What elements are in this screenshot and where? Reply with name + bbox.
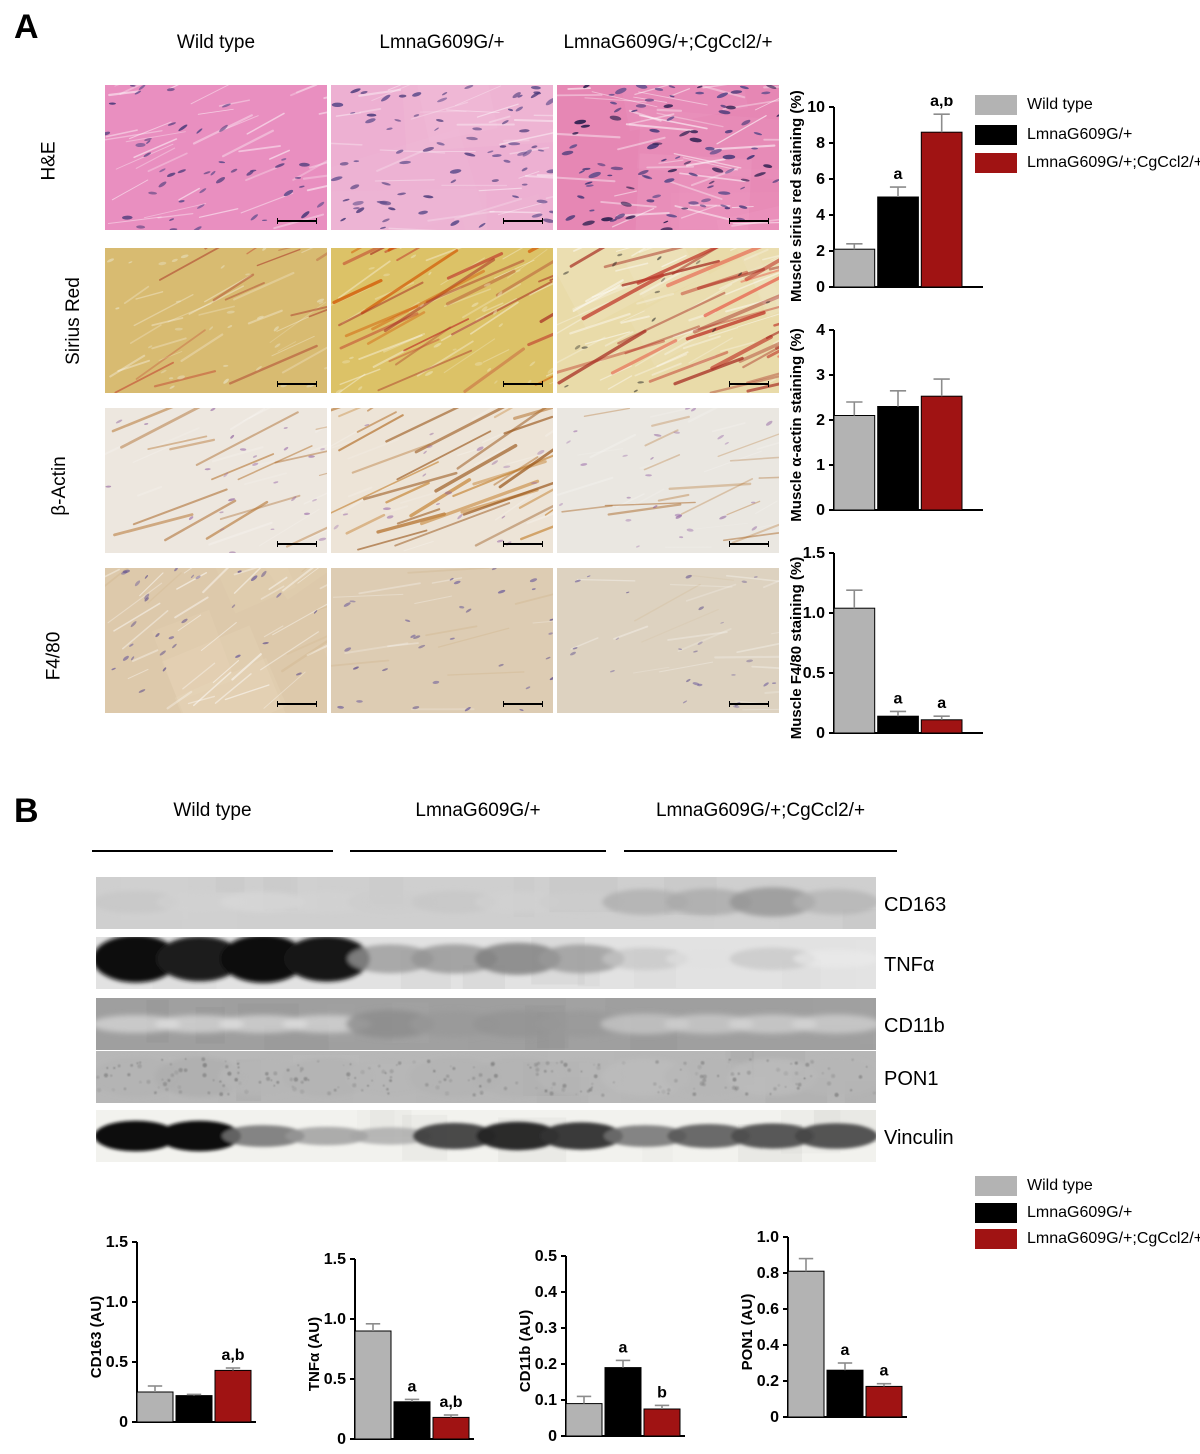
svg-text:0.5: 0.5 — [106, 1354, 128, 1371]
svg-text:a: a — [894, 690, 903, 707]
svg-text:1.0: 1.0 — [106, 1294, 128, 1311]
svg-text:1.5: 1.5 — [324, 1251, 346, 1268]
svg-text:a: a — [619, 1339, 628, 1356]
svg-text:6: 6 — [816, 171, 825, 188]
svg-text:1: 1 — [816, 457, 825, 474]
svg-text:a: a — [408, 1378, 417, 1395]
svg-text:a,b: a,b — [439, 1394, 462, 1411]
svg-text:0: 0 — [337, 1431, 346, 1448]
svg-text:0.8: 0.8 — [757, 1265, 779, 1282]
svg-text:1.0: 1.0 — [757, 1229, 779, 1246]
svg-text:0: 0 — [816, 279, 825, 296]
svg-text:0.2: 0.2 — [535, 1356, 557, 1373]
svg-text:1.5: 1.5 — [106, 1234, 128, 1251]
svg-text:a,b: a,b — [221, 1347, 244, 1364]
svg-text:3: 3 — [816, 367, 825, 384]
svg-text:0.5: 0.5 — [324, 1371, 346, 1388]
svg-text:4: 4 — [816, 322, 825, 339]
svg-text:8: 8 — [816, 135, 825, 152]
svg-text:0: 0 — [548, 1428, 557, 1445]
svg-text:a: a — [841, 1342, 850, 1359]
svg-text:2: 2 — [816, 412, 825, 429]
svg-text:0: 0 — [816, 725, 825, 742]
svg-text:4: 4 — [816, 207, 825, 224]
svg-text:0.5: 0.5 — [535, 1248, 557, 1265]
svg-text:0.3: 0.3 — [535, 1320, 557, 1337]
svg-text:0: 0 — [119, 1414, 128, 1431]
svg-text:0.6: 0.6 — [757, 1301, 779, 1318]
svg-text:0.2: 0.2 — [757, 1373, 779, 1390]
svg-text:2: 2 — [816, 243, 825, 260]
svg-text:a: a — [894, 166, 903, 183]
svg-text:0: 0 — [816, 502, 825, 519]
svg-text:a,b: a,b — [930, 97, 953, 110]
svg-text:1.0: 1.0 — [324, 1311, 346, 1328]
svg-text:10: 10 — [807, 99, 825, 116]
svg-text:0: 0 — [770, 1409, 779, 1426]
svg-text:a: a — [937, 695, 946, 712]
svg-text:a: a — [880, 1363, 889, 1380]
svg-text:0.1: 0.1 — [535, 1392, 557, 1409]
svg-text:0.4: 0.4 — [535, 1284, 557, 1301]
svg-text:0.4: 0.4 — [757, 1337, 779, 1354]
svg-text:b: b — [657, 1384, 667, 1401]
